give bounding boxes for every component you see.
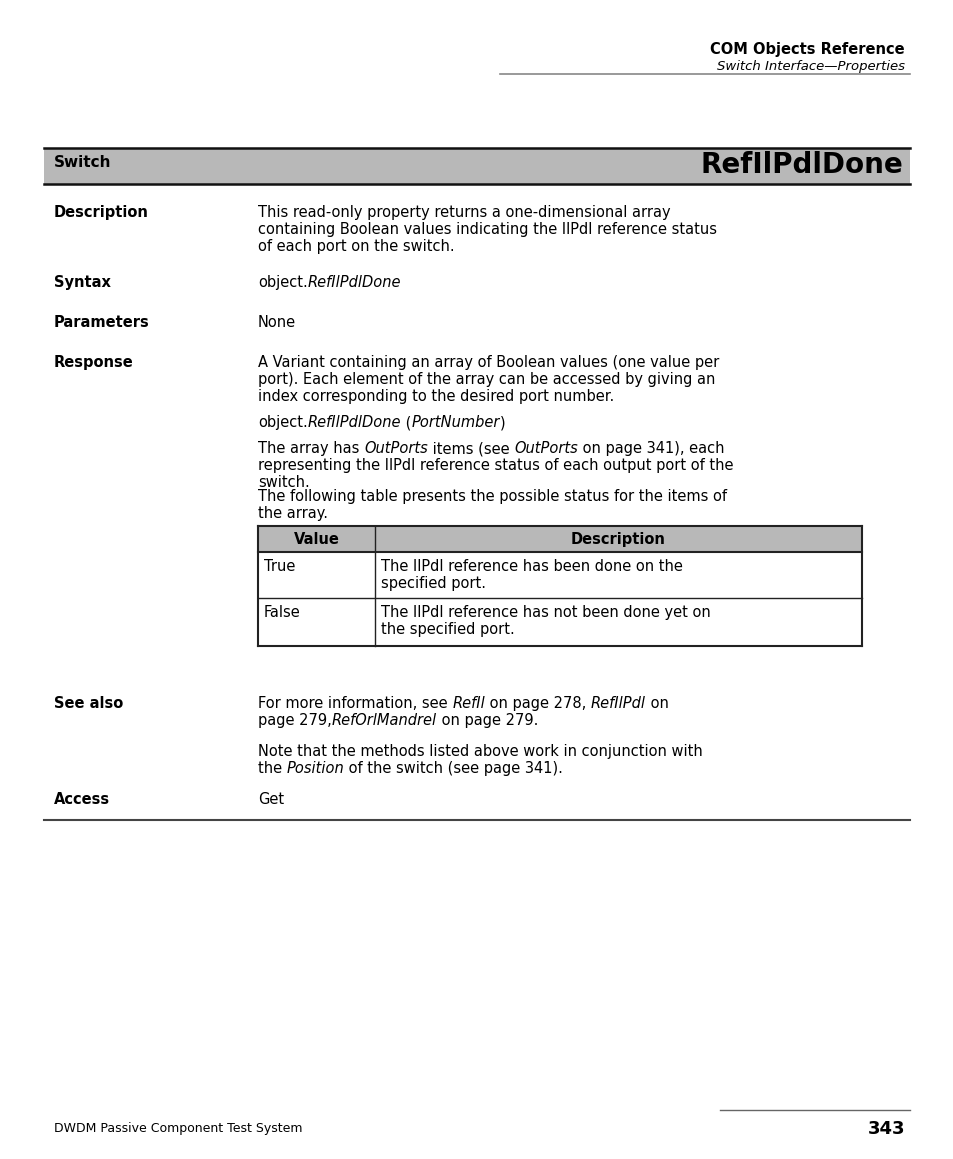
Text: on: on [645,697,668,710]
Text: switch.: switch. [257,475,310,490]
Bar [257,526,862,552]
Text: COM Objects Reference: COM Objects Reference [710,42,904,57]
Text: Parameters: Parameters [54,315,150,330]
Text: Description: Description [54,205,149,220]
Text: page 279,: page 279, [257,713,332,728]
Text: Note that the methods listed above work in conjunction with: Note that the methods listed above work … [257,744,702,759]
Text: The following table presents the possible status for the items of: The following table presents the possibl… [257,489,726,504]
Text: RefIl: RefIl [452,697,484,710]
Text: False: False [264,605,300,620]
Text: the specified port.: the specified port. [380,622,515,637]
Text: on page 278,: on page 278, [484,697,590,710]
Text: OutPorts: OutPorts [364,442,427,455]
Text: This read-only property returns a one-dimensional array: This read-only property returns a one-di… [257,205,670,220]
Text: Position: Position [287,761,344,777]
Text: PortNumber: PortNumber [411,415,499,430]
Text: the array.: the array. [257,506,328,522]
Text: Syntax: Syntax [54,275,111,290]
Bar [44,148,909,184]
Text: object.: object. [257,275,308,290]
Text: True: True [264,559,295,574]
Text: OutPorts: OutPorts [514,442,578,455]
Text: A Variant containing an array of Boolean values (one value per: A Variant containing an array of Boolean… [257,355,719,370]
Text: Switch Interface—Properties: Switch Interface—Properties [717,60,904,73]
Text: RefIlPdl: RefIlPdl [590,697,645,710]
Text: None: None [257,315,295,330]
Text: ): ) [499,415,505,430]
Text: Get: Get [257,792,284,807]
Text: the: the [257,761,287,777]
Text: 343: 343 [866,1120,904,1138]
Text: RefIlPdlDone: RefIlPdlDone [308,415,401,430]
Text: The IlPdl reference has not been done yet on: The IlPdl reference has not been done ye… [380,605,710,620]
Text: on page 341), each: on page 341), each [578,442,723,455]
Text: DWDM Passive Component Test System: DWDM Passive Component Test System [54,1122,302,1135]
Text: items (see: items (see [427,442,514,455]
Text: specified port.: specified port. [380,576,485,591]
Text: containing Boolean values indicating the IlPdl reference status: containing Boolean values indicating the… [257,223,717,236]
Text: RefIlPdlDone: RefIlPdlDone [308,275,401,290]
Text: representing the IlPdl reference status of each output port of the: representing the IlPdl reference status … [257,458,733,473]
Text: index corresponding to the desired port number.: index corresponding to the desired port … [257,389,614,404]
Text: (: ( [401,415,411,430]
Text: Switch: Switch [54,155,112,170]
Text: Access: Access [54,792,110,807]
Text: Value: Value [294,532,339,547]
Text: Description: Description [571,532,665,547]
Text: The array has: The array has [257,442,364,455]
Text: on page 279.: on page 279. [436,713,537,728]
Text: port). Each element of the array can be accessed by giving an: port). Each element of the array can be … [257,372,715,387]
Text: of the switch (see page 341).: of the switch (see page 341). [344,761,563,777]
Text: object.: object. [257,415,308,430]
Text: RefIlPdlDone: RefIlPdlDone [700,151,902,178]
Text: The IlPdl reference has been done on the: The IlPdl reference has been done on the [380,559,682,574]
Text: of each port on the switch.: of each port on the switch. [257,239,455,254]
Text: See also: See also [54,697,123,710]
Text: Response: Response [54,355,133,370]
Text: RefOrlMandrel: RefOrlMandrel [332,713,436,728]
Text: For more information, see: For more information, see [257,697,452,710]
